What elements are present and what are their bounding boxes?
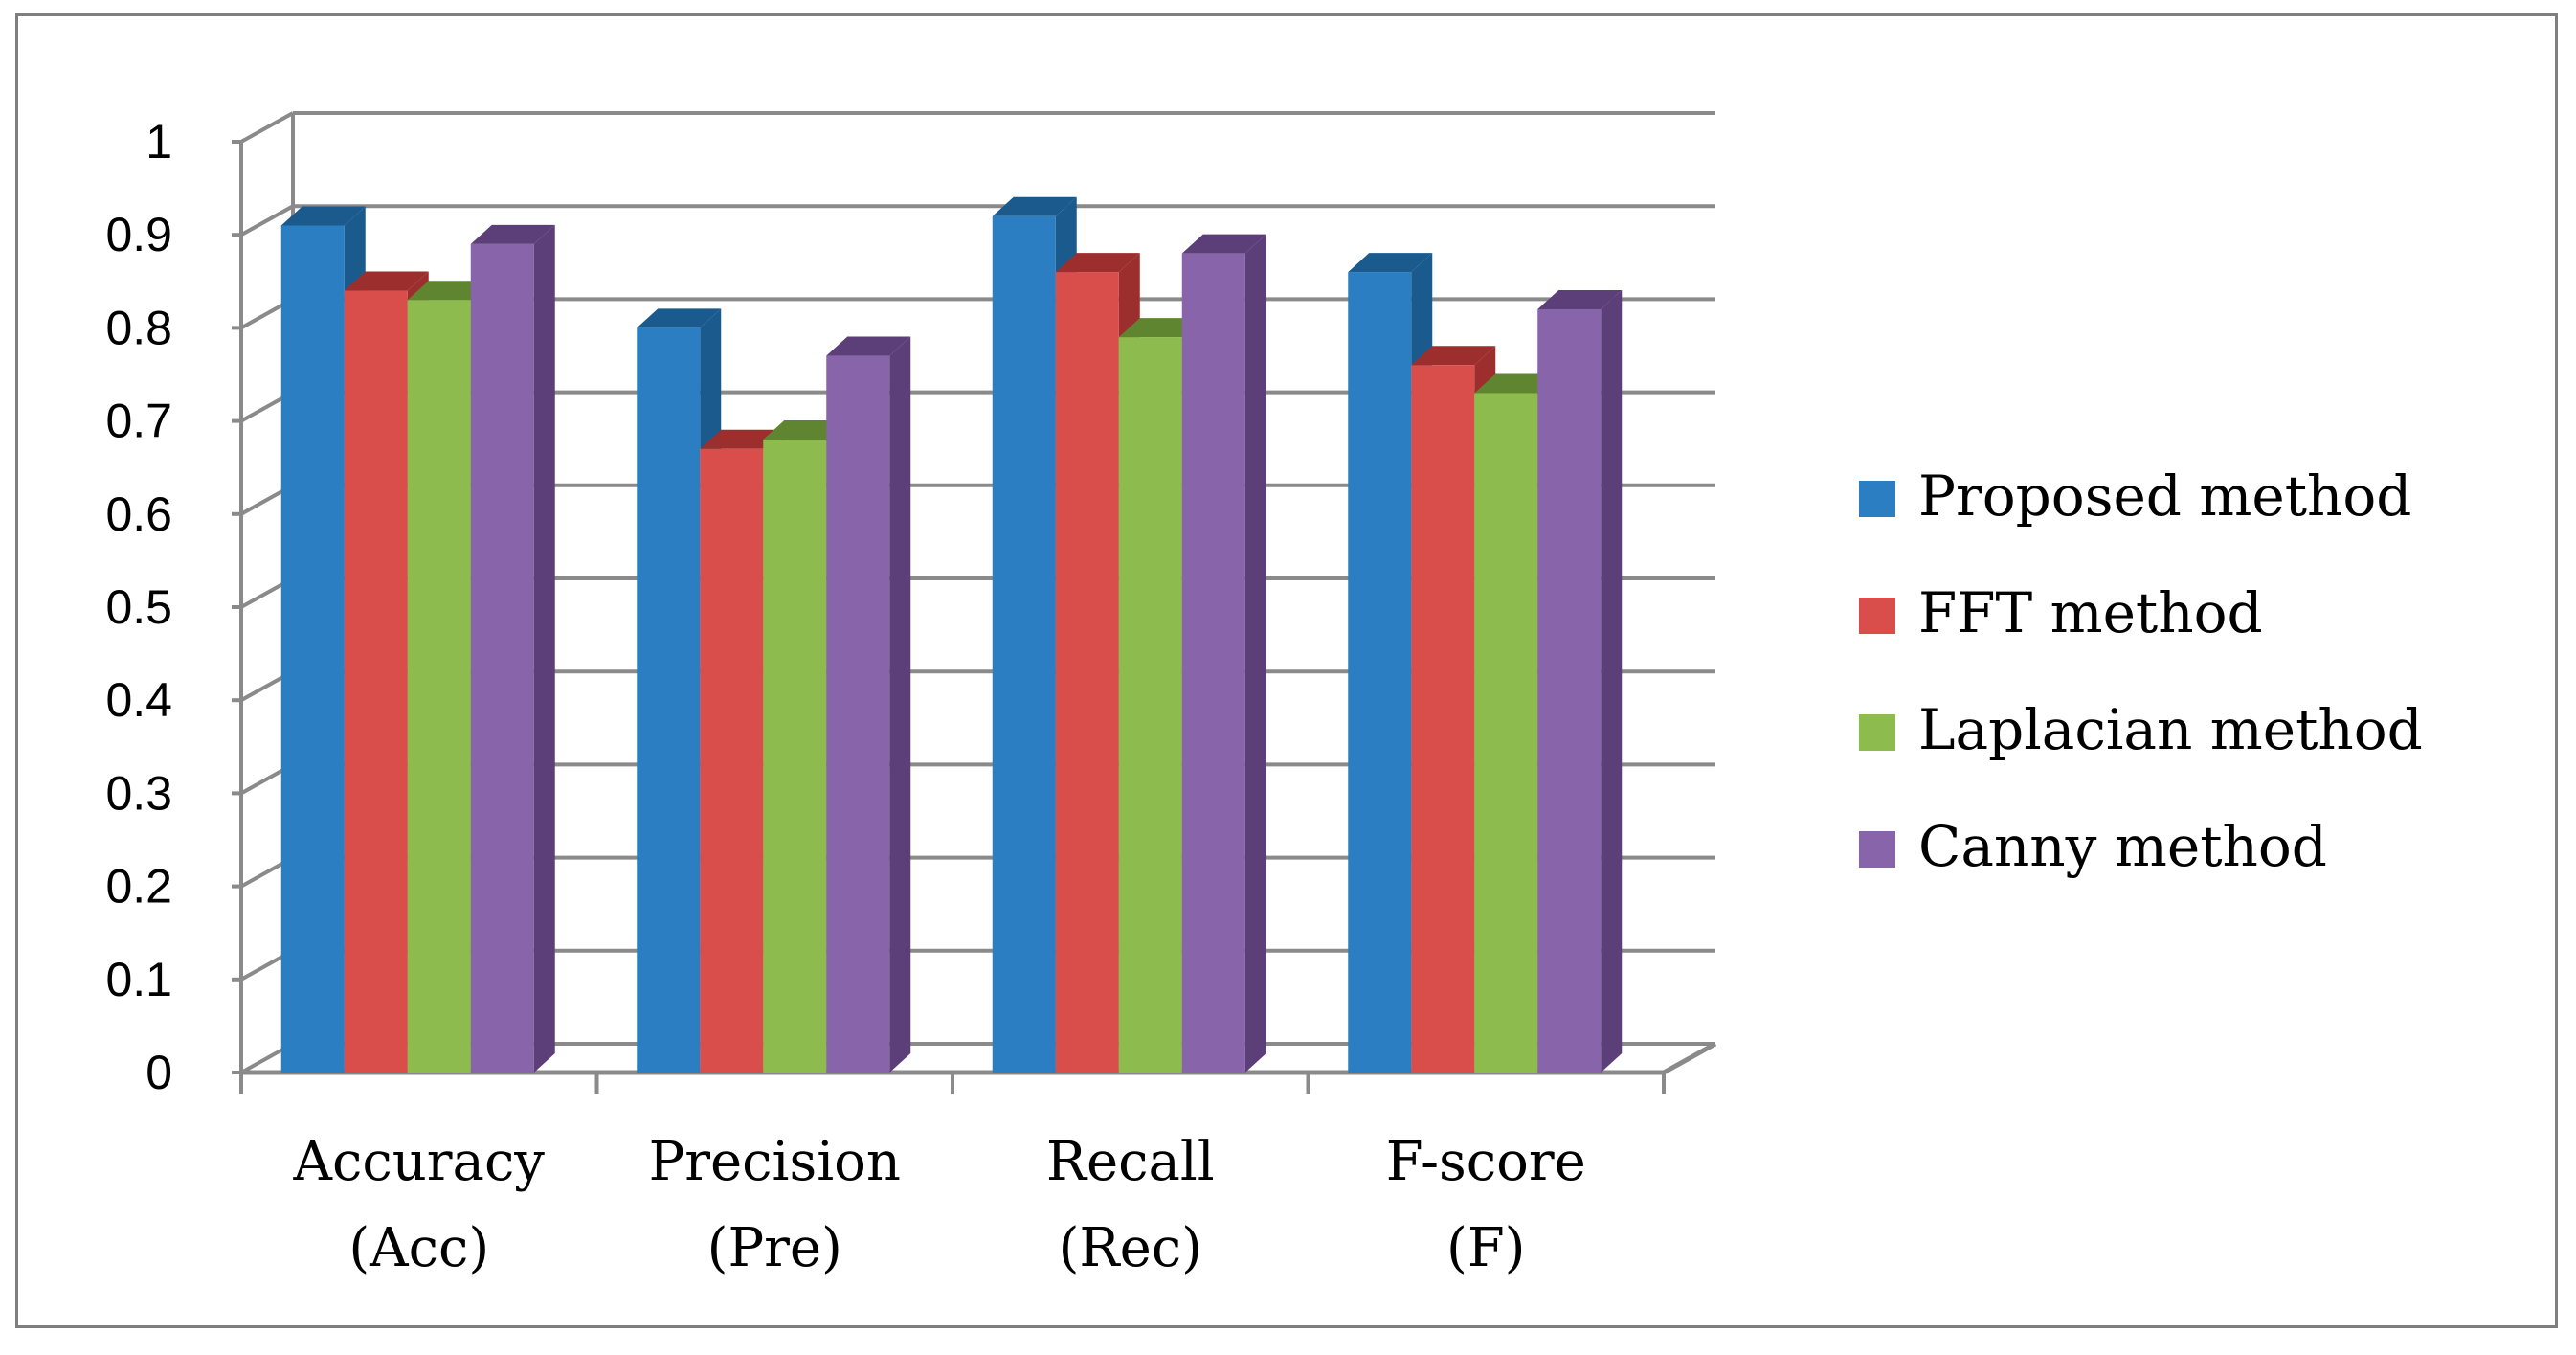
bar-top — [1181, 234, 1266, 254]
y-tick-label: 0.8 — [105, 301, 172, 354]
bar-top — [826, 336, 911, 356]
legend-label: Proposed method — [1918, 463, 2411, 529]
bar — [1537, 308, 1602, 1073]
bar — [470, 243, 534, 1073]
bar — [763, 440, 827, 1073]
legend-label: Laplacian method — [1918, 697, 2423, 762]
y-tick-label: 0.2 — [105, 860, 172, 914]
bar-top — [1411, 346, 1496, 366]
bar — [826, 355, 890, 1073]
axes — [232, 140, 1666, 1094]
legend-swatch — [1859, 481, 1895, 517]
bar — [1474, 393, 1538, 1073]
legend-swatch — [1859, 831, 1895, 868]
bar-top — [1537, 289, 1623, 309]
y-tick-label: 0.3 — [105, 766, 172, 820]
legend-label: Canny method — [1918, 814, 2327, 879]
bar — [637, 327, 701, 1073]
bar — [1181, 253, 1245, 1073]
bar — [1118, 337, 1182, 1073]
category-label-line1: Precision — [649, 1131, 901, 1193]
bar-top — [1055, 253, 1140, 273]
bar-top — [470, 224, 555, 244]
y-tick-label: 1 — [146, 115, 172, 169]
bar — [992, 215, 1056, 1073]
bar-top — [992, 196, 1077, 216]
bar-side — [1244, 234, 1266, 1073]
legend-swatch — [1859, 598, 1895, 634]
bar-top — [1348, 253, 1433, 273]
bar-top — [344, 271, 429, 291]
category-label-line2: (F) — [1446, 1217, 1526, 1279]
y-tick-label: 0.6 — [105, 487, 172, 541]
bars — [280, 196, 1623, 1073]
category-label-line2: (Acc) — [348, 1217, 489, 1279]
y-tick-label: 0.4 — [105, 673, 172, 727]
legend: Proposed method FFT method Laplacian metho… — [1859, 463, 2423, 879]
bar — [700, 448, 764, 1073]
gridline-depth — [240, 204, 294, 237]
bar-top — [637, 308, 722, 328]
gridline-depth — [240, 111, 294, 144]
bar — [1055, 272, 1119, 1073]
bar — [280, 225, 345, 1073]
legend-label: FFT method — [1918, 580, 2263, 645]
bar — [1411, 365, 1475, 1073]
category-label-line2: (Rec) — [1059, 1217, 1202, 1279]
bar — [1348, 272, 1412, 1073]
category-labels: Accuracy (Acc) Precision (Pre) Recall (Rec) F-… — [293, 1131, 1586, 1279]
bar — [344, 290, 408, 1073]
floor-right-edge — [1662, 1041, 1717, 1075]
bar-top — [280, 206, 366, 226]
legend-swatch — [1859, 714, 1895, 751]
y-tick-label: 0.5 — [105, 580, 172, 634]
category-label-line1: Recall — [1046, 1131, 1215, 1193]
y-tick-label: 0.9 — [105, 208, 172, 261]
y-tick-labels: 0 0.1 0.2 0.3 0.4 0.5 0.6 0.7 0.8 0.9 1 — [105, 115, 172, 1099]
category-label-line1: F-score — [1386, 1131, 1586, 1193]
category-label-line2: (Pre) — [707, 1217, 842, 1279]
bar — [407, 300, 471, 1073]
bar-side — [889, 336, 911, 1073]
bar-side — [1601, 289, 1623, 1073]
y-tick-label: 0 — [146, 1046, 172, 1099]
y-tick-label: 0.7 — [105, 395, 172, 448]
y-tick-label: 0.1 — [105, 953, 172, 1006]
category-label-line1: Accuracy — [293, 1131, 546, 1193]
bar-side — [533, 224, 555, 1073]
